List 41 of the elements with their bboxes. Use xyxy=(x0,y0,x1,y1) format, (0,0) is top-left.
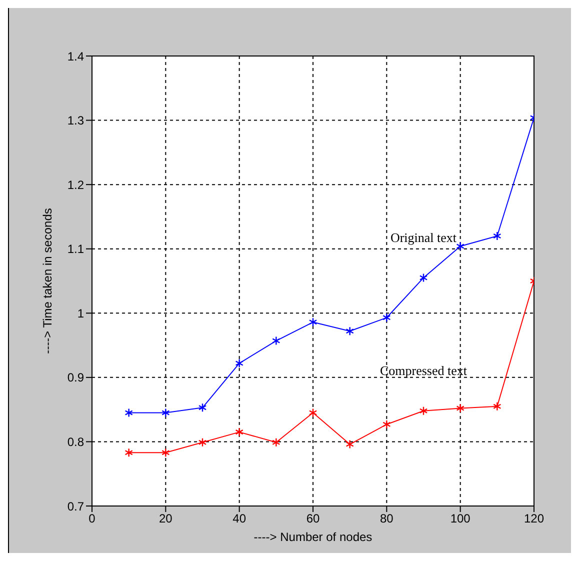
point xyxy=(346,326,354,336)
point xyxy=(198,438,207,447)
point xyxy=(162,448,170,458)
y-tick-label: 1.3 xyxy=(67,114,84,128)
x-tick-label: 0 xyxy=(88,512,96,526)
point xyxy=(419,406,428,416)
point xyxy=(272,336,280,346)
point xyxy=(456,404,464,413)
point xyxy=(382,313,391,322)
point xyxy=(308,318,318,327)
point xyxy=(419,273,428,282)
x-tick-label: 80 xyxy=(380,512,394,526)
y-tick-label: 1.4 xyxy=(67,49,84,64)
point xyxy=(346,440,354,449)
y-tick-label: 0.9 xyxy=(67,370,84,385)
point xyxy=(235,427,244,437)
point xyxy=(124,408,133,418)
point xyxy=(493,231,502,241)
text: Compressed text xyxy=(380,362,468,378)
x-tick-label: 100 xyxy=(450,512,471,526)
point xyxy=(162,408,170,418)
point xyxy=(493,402,502,411)
y-tick-label: 0.8 xyxy=(67,434,84,449)
point xyxy=(272,438,280,447)
point xyxy=(198,403,207,412)
x-axis-title: ----> Number of nodes xyxy=(254,530,372,544)
point xyxy=(456,242,464,251)
y-tick-label: 0.7 xyxy=(67,499,84,514)
y-tick-label: 1.1 xyxy=(67,242,84,256)
point xyxy=(308,408,318,418)
x-tick-label: 40 xyxy=(232,512,246,526)
y-axis-title: ----> Time taken in seconds xyxy=(40,208,54,354)
point xyxy=(235,358,244,368)
series-label: Original text xyxy=(390,230,457,245)
y-tick-label: 1.2 xyxy=(67,178,84,192)
x-tick-label: 20 xyxy=(158,512,173,526)
point xyxy=(124,448,133,458)
point xyxy=(382,420,391,429)
x-tick-label: 120 xyxy=(524,512,544,526)
x-tick-label: 60 xyxy=(306,512,320,526)
y-tick-label: 1 xyxy=(77,306,84,320)
